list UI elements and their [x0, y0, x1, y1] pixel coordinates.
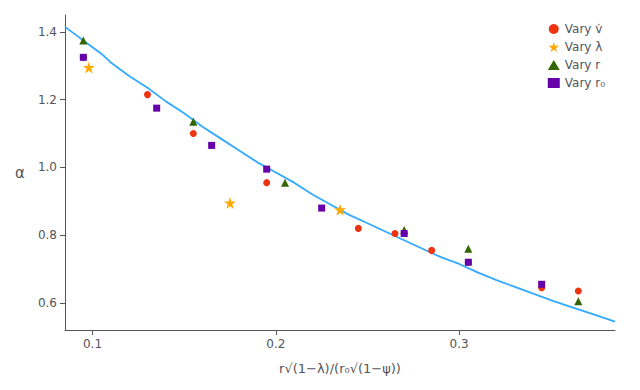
- svg-text:0.1: 0.1: [83, 337, 102, 351]
- svg-text:1.0: 1.0: [38, 160, 57, 174]
- svg-text:0.2: 0.2: [266, 337, 285, 351]
- svg-text:Vary v̇: Vary v̇: [565, 22, 603, 36]
- svg-text:r√(1−λ)/(r₀√(1−ψ)): r√(1−λ)/(r₀√(1−ψ)): [279, 361, 401, 376]
- svg-text:0.6: 0.6: [38, 296, 57, 310]
- svg-text:α: α: [15, 164, 25, 182]
- svg-text:Vary r: Vary r: [565, 58, 600, 72]
- svg-text:1.4: 1.4: [38, 25, 57, 39]
- svg-text:0.3: 0.3: [450, 337, 469, 351]
- svg-text:0.8: 0.8: [38, 228, 57, 242]
- svg-text:Vary λ: Vary λ: [565, 40, 603, 54]
- svg-text:Vary r₀: Vary r₀: [565, 76, 605, 90]
- svg-text:1.2: 1.2: [38, 93, 57, 107]
